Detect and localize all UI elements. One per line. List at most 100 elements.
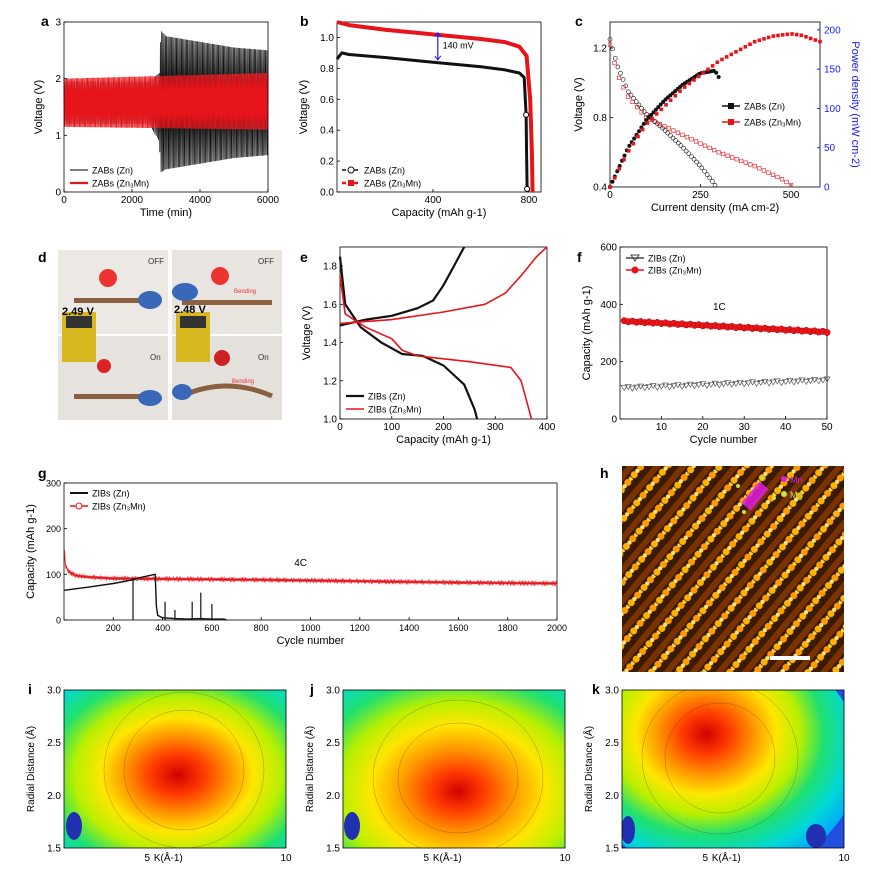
series-power-marker [780,33,785,37]
legend-zabs-zn3mn-marker [728,119,734,125]
x-tick-label: 2000 [547,623,567,633]
panel-letter-f: f [577,249,582,265]
series-voltage-marker [626,94,631,99]
y-tick-label: 200 [46,524,61,534]
series-zibs-zn-marker [719,381,728,388]
panel-letter-e: e [300,249,308,265]
legend-zabs-zn-label: ZABs (Zn) [92,166,133,176]
series-voltage-marker [653,119,658,124]
x-tick-label: 400 [155,623,170,633]
series-zibs-zn-marker [703,382,711,389]
x-axis-label: Current density (mA cm-2) [651,202,779,214]
series-voltage-marker [680,132,685,137]
x-tick-label: 0 [61,195,67,206]
x-axis-label: Time (min) [140,207,192,219]
series-power-marker [762,37,766,41]
x-axis-label: Capacity (mAh g-1) [392,207,487,219]
annotation-1c: 1C [713,302,726,313]
series-voltage-marker [702,143,708,148]
y-axis-label: Capacity (mAh g-1) [25,504,37,599]
series-power-marker [785,32,790,37]
y-tick-label: 1.2 [323,376,337,387]
blue-spot [622,816,635,844]
panel-letter-b: b [300,13,309,29]
multimeter-display [66,316,92,328]
panel-k-heatmap [622,690,844,848]
legend-label-mg: Mg [790,490,803,500]
series-zibs-zn-marker [657,383,665,390]
panel-h-stem: Mn Mg [622,466,844,672]
glove-hand [138,390,162,406]
plot-frame [621,689,845,849]
series-voltage-marker [639,105,644,111]
y-tick-label: 2.5 [47,738,61,749]
series-zibs-zn-discharge-line [338,256,479,420]
y-tick-label: 2.5 [605,738,619,749]
x-tick-label: 5 [144,853,150,864]
series-voltage-marker [657,121,662,127]
y-tick-label: 0.0 [320,188,334,199]
series-power-marker [658,102,663,107]
series-power-marker [696,74,701,79]
series-voltage-marker [739,158,744,164]
series-voltage-marker [607,42,613,47]
series-power-marker [808,36,813,41]
contour-outer [343,690,565,848]
contour-rings [372,699,544,848]
series-voltage-marker [725,153,730,158]
series-power-marker [646,115,651,120]
x-tick-label: 6000 [257,195,280,206]
fan-icon [211,267,229,285]
series-zibs-zn-marker [620,385,628,392]
series-voltage-marker [641,109,647,114]
battery-strip [74,394,160,399]
photo-label-off-2: OFF [258,257,274,266]
series-power-marker [632,136,637,141]
y-tick-label: 0.8 [320,64,334,75]
y-tick-label: 0.4 [320,126,334,137]
x-tick-label: 5 [423,853,429,864]
series-power-marker [631,141,636,146]
series-voltage-marker [743,160,748,165]
legend-zabs-zn-label: ZABs (Zn) [364,166,405,176]
series-power-marker [738,47,743,52]
y-tick-label: 2 [55,74,61,85]
fan-icon [99,269,117,287]
series-power-marker [617,166,622,171]
contour-rings [103,691,265,848]
series-zibs-zn-marker [715,382,723,389]
series-zibs-zn-marker [794,378,802,385]
series-zibs-zn-marker [802,379,810,386]
series-zibs-zn3mn-discharge-line [339,275,533,420]
panel-letter-i: i [28,681,32,697]
y-tick-label: 2.0 [47,791,61,802]
legend-zabs-zn-marker [347,166,355,174]
plot-frame [609,21,821,188]
series-voltage-marker [707,175,713,181]
y2-tick-label: 100 [824,104,841,115]
series-voltage-marker [693,139,699,144]
series-power-marker [678,89,682,93]
series-voltage-marker [716,150,721,155]
annotation-4c: 4C [294,558,307,569]
series-power-marker [651,110,656,115]
legend-marker-mn [781,476,787,482]
contour-rings [664,702,776,814]
battery-strip [74,298,160,303]
panel-a-chart [63,31,269,173]
blue-spot [806,824,826,848]
x-tick-label: 200 [106,623,121,633]
series-voltage-marker [675,140,681,146]
plot-frame [336,21,542,193]
series-voltage-marker [673,138,678,143]
x-tick-label: 400 [539,422,556,433]
x-tick-label: 500 [783,190,800,201]
blue-spot [344,812,360,840]
x-tick-label: 10 [559,853,571,864]
series-zibs-zn3mn-line [64,550,558,587]
series-voltage-marker [689,137,694,142]
series-power-marker [664,103,668,107]
series-voltage-marker [683,148,689,154]
photo-label-off-1: OFF [148,257,164,266]
fan-icon [214,350,230,366]
